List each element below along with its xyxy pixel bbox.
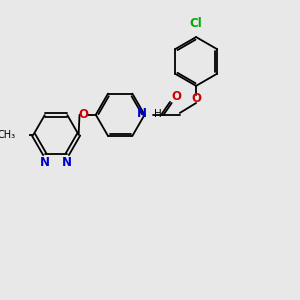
Text: Cl: Cl — [190, 17, 202, 30]
Text: N: N — [62, 156, 72, 169]
Text: O: O — [191, 92, 201, 105]
Text: O: O — [171, 90, 181, 103]
Text: O: O — [78, 108, 88, 121]
Text: N: N — [40, 156, 50, 169]
Text: N: N — [137, 107, 147, 120]
Text: CH₃: CH₃ — [0, 130, 15, 140]
Text: H: H — [154, 109, 161, 119]
